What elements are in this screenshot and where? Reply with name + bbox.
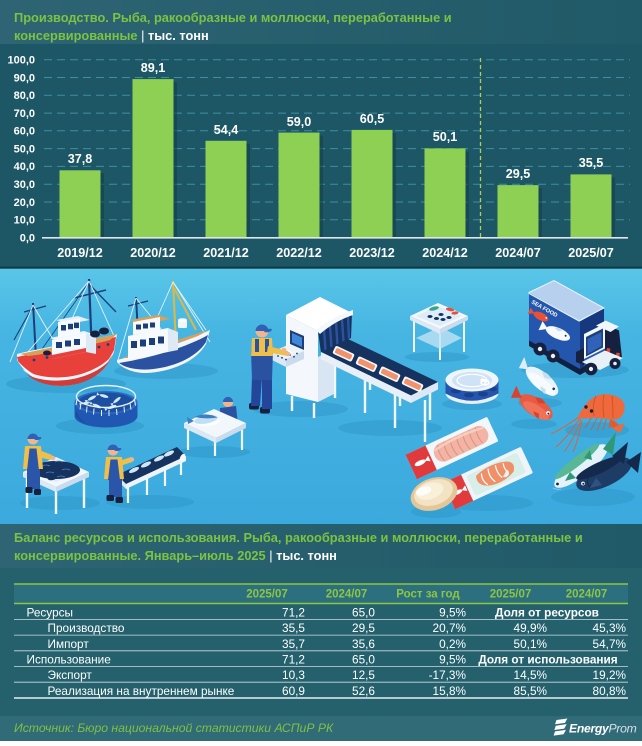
svg-text:49,9%: 49,9% [514, 621, 548, 635]
svg-text:40,0: 40,0 [14, 161, 35, 173]
svg-text:0,0: 0,0 [20, 232, 35, 244]
svg-text:2024/12: 2024/12 [422, 246, 468, 260]
svg-text:9,5%: 9,5% [439, 605, 466, 619]
svg-text:35,6: 35,6 [352, 637, 375, 651]
svg-text:Реализация на внутреннем рынке: Реализация на внутреннем рынке [48, 684, 235, 698]
svg-text:30,0: 30,0 [14, 179, 35, 191]
svg-text:60,5: 60,5 [360, 112, 385, 126]
svg-text:10,0: 10,0 [14, 215, 35, 227]
svg-text:12,5: 12,5 [352, 668, 375, 682]
svg-text:Доля от использования: Доля от использования [478, 653, 617, 667]
svg-text:EnergyProm: EnergyProm [569, 722, 637, 736]
svg-text:2024/07: 2024/07 [566, 589, 608, 601]
svg-text:консервированные | тыс. тонн: консервированные | тыс. тонн [14, 28, 209, 43]
svg-text:60,0: 60,0 [14, 126, 35, 138]
svg-text:50,1%: 50,1% [514, 637, 548, 651]
svg-text:Баланс ресурсов и использовани: Баланс ресурсов и использования. Рыба, р… [14, 530, 583, 545]
svg-text:0,2%: 0,2% [439, 637, 466, 651]
svg-text:14,5%: 14,5% [514, 668, 548, 682]
svg-text:2021/12: 2021/12 [203, 246, 249, 260]
svg-text:54,7%: 54,7% [593, 637, 627, 651]
svg-text:37,8: 37,8 [68, 152, 93, 166]
svg-text:71,2: 71,2 [282, 605, 305, 619]
svg-text:-17,3%: -17,3% [429, 668, 467, 682]
svg-text:35,5: 35,5 [579, 156, 604, 170]
svg-text:80,8%: 80,8% [593, 684, 627, 698]
svg-text:35,5: 35,5 [282, 621, 305, 635]
svg-text:Источник: Бюро национальной ст: Источник: Бюро национальной статистики А… [14, 721, 334, 735]
svg-text:70,0: 70,0 [14, 108, 35, 120]
svg-text:19,2%: 19,2% [593, 668, 627, 682]
svg-text:29,5: 29,5 [506, 167, 531, 181]
svg-text:Производство. Рыба, ракообразн: Производство. Рыба, ракообразные и моллю… [14, 10, 452, 25]
svg-text:80,0: 80,0 [14, 90, 35, 102]
svg-text:Импорт: Импорт [48, 637, 90, 651]
svg-text:2025/07: 2025/07 [568, 246, 614, 260]
svg-text:2019/12: 2019/12 [57, 246, 103, 260]
svg-text:Ресурсы: Ресурсы [27, 605, 74, 619]
svg-text:71,2: 71,2 [282, 653, 305, 667]
svg-text:Рост за год: Рост за год [396, 589, 460, 601]
svg-text:29,5: 29,5 [352, 621, 375, 635]
svg-text:85,5%: 85,5% [514, 684, 548, 698]
svg-text:35,7: 35,7 [282, 637, 305, 651]
svg-text:2023/12: 2023/12 [349, 246, 395, 260]
svg-text:60,9: 60,9 [282, 684, 305, 698]
svg-text:20,0: 20,0 [14, 197, 35, 209]
svg-text:Экспорт: Экспорт [48, 668, 93, 682]
svg-text:2024/07: 2024/07 [326, 589, 368, 601]
svg-text:50,0: 50,0 [14, 143, 35, 155]
svg-text:2025/07: 2025/07 [246, 589, 288, 601]
svg-text:100,0: 100,0 [7, 55, 35, 67]
svg-text:2024/07: 2024/07 [495, 246, 541, 260]
svg-text:89,1: 89,1 [141, 61, 166, 75]
svg-text:45,3%: 45,3% [593, 621, 627, 635]
svg-text:10,3: 10,3 [282, 668, 305, 682]
svg-text:50,1: 50,1 [433, 130, 458, 144]
svg-text:9,5%: 9,5% [439, 653, 466, 667]
svg-text:2025/07: 2025/07 [490, 589, 532, 601]
svg-text:Использование: Использование [27, 653, 112, 667]
svg-text:65,0: 65,0 [352, 653, 375, 667]
svg-text:59,0: 59,0 [287, 115, 312, 129]
svg-text:2020/12: 2020/12 [130, 246, 176, 260]
svg-text:65,0: 65,0 [352, 605, 375, 619]
svg-text:Доля от ресурсов: Доля от ресурсов [495, 605, 599, 619]
svg-text:54,4: 54,4 [214, 123, 239, 137]
svg-text:20,7%: 20,7% [433, 621, 467, 635]
svg-text:2022/12: 2022/12 [276, 246, 322, 260]
svg-text:Производство: Производство [48, 621, 125, 635]
svg-text:52,6: 52,6 [352, 684, 375, 698]
svg-text:15,8%: 15,8% [433, 684, 467, 698]
svg-text:консервированные. Январь–июль: консервированные. Январь–июль 2025 | тыс… [14, 548, 337, 563]
svg-text:90,0: 90,0 [14, 72, 35, 84]
